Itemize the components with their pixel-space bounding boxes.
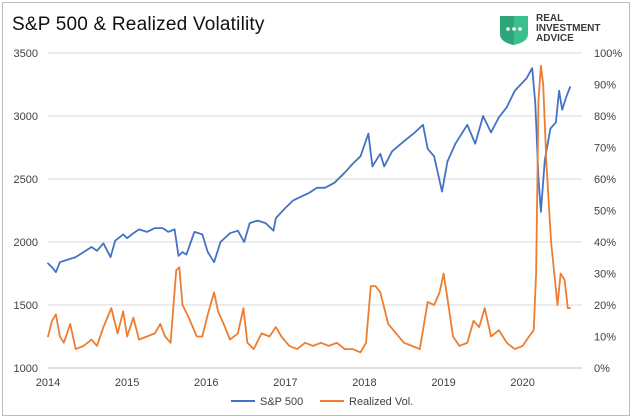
y-left-tick-label: 1000 (14, 363, 38, 375)
legend-label: Realized Vol. (349, 396, 413, 408)
y-right-tick-label: 10% (594, 332, 616, 344)
y-right-tick-label: 30% (594, 269, 616, 281)
y-right-tick-label: 40% (594, 237, 616, 249)
x-tick-label: 2014 (36, 377, 60, 389)
legend-label: S&P 500 (260, 396, 303, 408)
x-tick-label: 2016 (194, 377, 218, 389)
y-left-tick-label: 2000 (14, 237, 38, 249)
x-tick-label: 2019 (431, 377, 455, 389)
logo-line-3: ADVICE (536, 33, 574, 44)
logo-line-2: INVESTMENT (536, 23, 601, 34)
x-tick-label: 2018 (352, 377, 376, 389)
chart-frame (2, 2, 630, 416)
y-right-tick-label: 80% (594, 111, 616, 123)
y-right-tick-label: 20% (594, 300, 616, 312)
y-right-tick-label: 100% (594, 48, 622, 60)
y-right-tick-label: 60% (594, 174, 616, 186)
brand-logo: REAL INVESTMENT ADVICE (496, 12, 626, 46)
series-line-sp500 (47, 67, 571, 274)
logo-line-1: REAL (536, 13, 564, 24)
y-right-tick-label: 50% (594, 206, 616, 218)
y-right-tick-label: 70% (594, 143, 616, 155)
y-left-tick-label: 3500 (14, 48, 38, 60)
y-right-tick-label: 90% (594, 80, 616, 92)
x-tick-label: 2020 (510, 377, 534, 389)
x-tick-label: 2015 (115, 377, 139, 389)
y-left-tick-label: 2500 (14, 174, 38, 186)
y-left-tick-label: 1500 (14, 300, 38, 312)
y-right-tick-label: 0% (594, 363, 610, 375)
y-left-tick-label: 3000 (14, 111, 38, 123)
chart-title: S&P 500 & Realized Volatility (12, 14, 265, 35)
series-line-realized-vol (47, 64, 571, 354)
x-tick-label: 2017 (273, 377, 297, 389)
logo-shield-icon (500, 16, 528, 45)
logo-wordmark: REAL INVESTMENT ADVICE (536, 14, 600, 44)
